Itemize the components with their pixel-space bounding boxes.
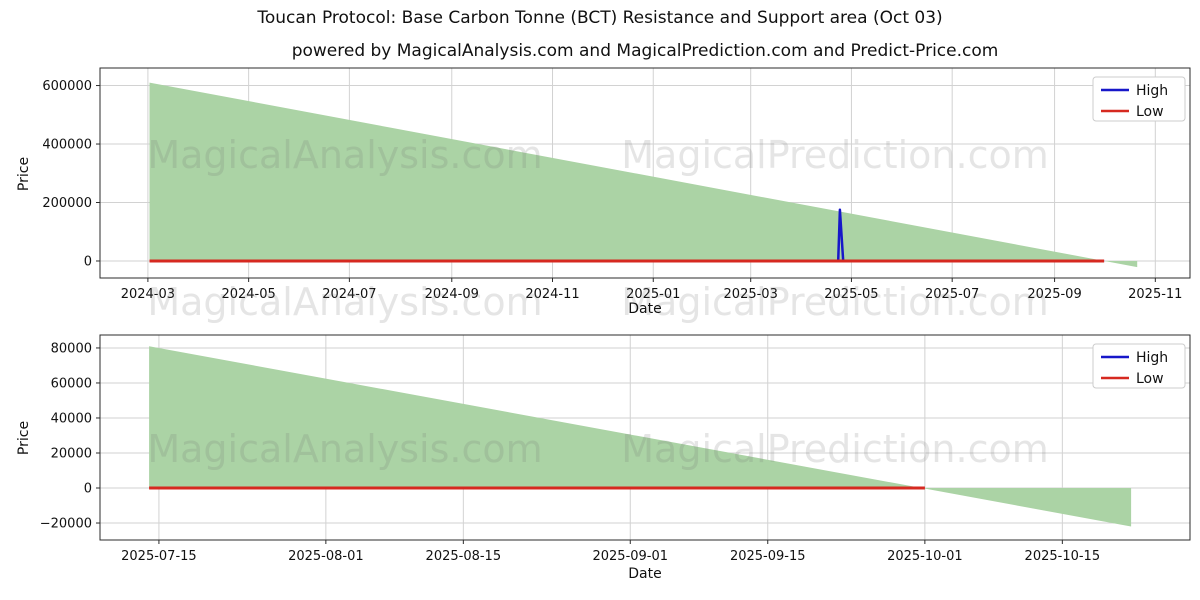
x-tick-label: 2025-11: [1128, 287, 1182, 302]
legend-label-High: High: [1136, 350, 1168, 366]
x-tick-label: 2024-05: [221, 287, 275, 302]
x-tick-label: 2025-10-01: [887, 549, 963, 564]
y-tick-label: 60000: [51, 376, 92, 391]
y-tick-label: 20000: [51, 446, 92, 461]
x-tick-label: 2025-09-15: [730, 549, 806, 564]
x-tick-label: 2025-07-15: [121, 549, 197, 564]
x-tick-label: 2025-08-01: [288, 549, 364, 564]
x-tick-label: 2025-07: [925, 287, 979, 302]
y-tick-label: 40000: [51, 411, 92, 426]
x-tick-label: 2025-09-01: [592, 549, 668, 564]
series-area-resistance-support-area: [149, 82, 1138, 268]
y-axis-label-bottom: Price: [16, 420, 32, 456]
x-tick-label: 2024-03: [121, 287, 175, 302]
x-tick-label: 2024-07: [322, 287, 376, 302]
x-axis-label-bottom: Date: [628, 566, 662, 582]
figure-subtitle: powered by MagicalAnalysis.com and Magic…: [291, 41, 999, 61]
y-axis-label-top: Price: [16, 156, 32, 192]
x-tick-label: 2025-09: [1027, 287, 1081, 302]
series-area-resistance-support-area: [149, 346, 1132, 527]
x-tick-label: 2025-01: [626, 287, 680, 302]
x-tick-label: 2024-11: [525, 287, 579, 302]
x-tick-label: 2024-09: [425, 287, 479, 302]
plot-border: [99, 334, 1191, 541]
y-tick-label: 600000: [42, 79, 92, 94]
y-tick-label: 80000: [51, 341, 92, 356]
x-tick-label: 2025-03: [724, 287, 778, 302]
y-tick-label: 0: [84, 254, 92, 269]
figure-title: Toucan Protocol: Base Carbon Tonne (BCT)…: [257, 8, 943, 28]
legend-label-Low: Low: [1136, 104, 1164, 120]
x-tick-label: 2025-10-15: [1025, 549, 1101, 564]
legend-label-High: High: [1136, 83, 1168, 99]
x-tick-label: 2025-05: [824, 287, 878, 302]
y-tick-label: −20000: [40, 517, 92, 532]
y-tick-label: 200000: [42, 196, 92, 211]
x-tick-label: 2025-08-15: [426, 549, 502, 564]
plot-border: [99, 67, 1191, 279]
y-tick-label: 400000: [42, 138, 92, 153]
y-tick-label: 0: [84, 482, 92, 497]
x-axis-label-top: Date: [628, 301, 662, 317]
legend-label-Low: Low: [1136, 371, 1164, 387]
